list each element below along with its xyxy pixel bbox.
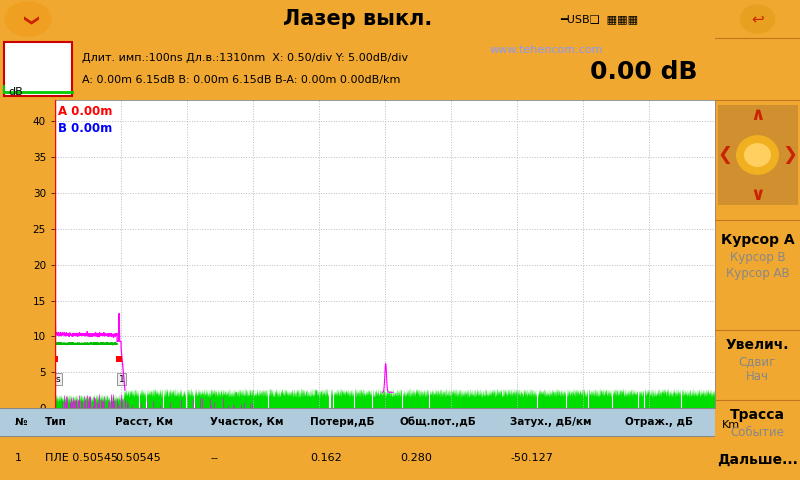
Text: ↩: ↩ xyxy=(751,12,764,26)
Text: Km: Km xyxy=(722,420,740,430)
Text: 1: 1 xyxy=(118,375,125,384)
Text: Событие: Событие xyxy=(730,425,785,439)
Text: ❯: ❯ xyxy=(21,14,35,27)
FancyBboxPatch shape xyxy=(718,105,798,205)
Text: ❯: ❯ xyxy=(782,146,797,164)
Text: Общ.пот.,дБ: Общ.пот.,дБ xyxy=(400,417,477,427)
Text: s: s xyxy=(56,375,61,384)
Text: ∧: ∧ xyxy=(750,106,765,124)
Text: ❮: ❮ xyxy=(718,146,733,164)
Text: ∨: ∨ xyxy=(750,186,765,204)
Ellipse shape xyxy=(737,136,778,174)
Text: 0.280: 0.280 xyxy=(400,453,432,463)
Text: dB: dB xyxy=(9,87,23,97)
Text: Курсор АВ: Курсор АВ xyxy=(726,267,790,280)
Text: Потери,дБ: Потери,дБ xyxy=(310,417,374,427)
Text: A 0.00m: A 0.00m xyxy=(58,105,113,118)
Text: --: -- xyxy=(210,453,218,463)
Text: www.tehencom.com: www.tehencom.com xyxy=(490,45,603,55)
Text: B 0.00m: B 0.00m xyxy=(58,121,113,134)
Ellipse shape xyxy=(5,2,51,36)
Text: A: 0.00m 6.15dB B: 0.00m 6.15dB B-A: 0.00m 0.00dB/km: A: 0.00m 6.15dB B: 0.00m 6.15dB B-A: 0.0… xyxy=(82,75,400,85)
Text: Трасса: Трасса xyxy=(730,408,785,422)
Text: Курсор А: Курсор А xyxy=(721,233,794,247)
Text: Сдвиг: Сдвиг xyxy=(739,356,776,369)
Text: 1: 1 xyxy=(15,453,22,463)
Text: 0.162: 0.162 xyxy=(310,453,342,463)
Text: Отраж., дБ: Отраж., дБ xyxy=(625,417,693,427)
Text: Курсор В: Курсор В xyxy=(730,252,786,264)
Text: ПЛЕ 0.50545: ПЛЕ 0.50545 xyxy=(45,453,118,463)
Text: ━USB❑  ▦▦▦: ━USB❑ ▦▦▦ xyxy=(560,14,638,24)
Text: Расст, Км: Расст, Км xyxy=(115,417,173,427)
Bar xyxy=(0,408,715,436)
Text: 0.00 dB: 0.00 dB xyxy=(590,60,698,84)
FancyBboxPatch shape xyxy=(4,42,72,96)
Text: Длит. имп.:100ns Дл.в.:1310nm  X: 0.50/div Y: 5.00dB/div: Длит. имп.:100ns Дл.в.:1310nm X: 0.50/di… xyxy=(82,53,408,63)
Text: -50.127: -50.127 xyxy=(510,453,553,463)
Text: №: № xyxy=(15,417,27,427)
Text: 0.50545: 0.50545 xyxy=(115,453,161,463)
Text: Нач: Нач xyxy=(746,371,769,384)
Text: Лазер выкл.: Лазер выкл. xyxy=(283,9,432,29)
Text: Увелич.: Увелич. xyxy=(726,338,790,352)
Ellipse shape xyxy=(745,144,770,166)
Text: Тип: Тип xyxy=(45,417,66,427)
Text: Дальше...: Дальше... xyxy=(717,453,798,467)
Ellipse shape xyxy=(741,5,774,33)
Text: Затух., дБ/км: Затух., дБ/км xyxy=(510,417,591,427)
Text: Участок, Км: Участок, Км xyxy=(210,417,283,427)
